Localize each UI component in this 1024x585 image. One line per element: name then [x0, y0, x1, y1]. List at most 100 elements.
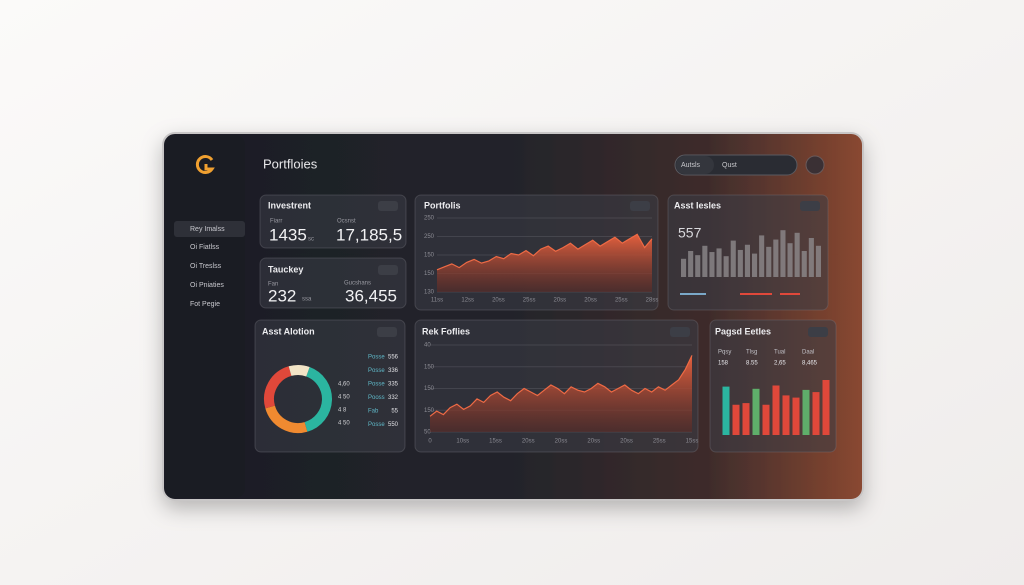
y-tick-label: 150	[424, 408, 435, 414]
header-button[interactable]	[676, 156, 714, 174]
bar	[782, 395, 790, 435]
bar	[744, 244, 750, 277]
card	[259, 194, 407, 249]
stat-value: 8.55	[746, 361, 758, 367]
bar	[723, 256, 729, 277]
donut-segment	[304, 367, 332, 432]
y-tick-label: 130	[424, 290, 435, 296]
card-title: Asst Alotion	[262, 326, 315, 336]
bar	[730, 240, 736, 277]
stat-value: 557	[678, 225, 702, 241]
legend-value: 550	[388, 422, 399, 428]
header-button-label: Autsls	[681, 162, 701, 169]
card-menu[interactable]	[378, 201, 398, 211]
y-tick-label: 40	[424, 343, 431, 349]
side-label: 4 50	[338, 395, 350, 401]
side-label: 4,60	[338, 382, 350, 388]
sidebar-item[interactable]: Oi Fiatlss	[190, 244, 220, 251]
card-title: Tauckey	[268, 264, 303, 274]
bar	[702, 245, 708, 277]
x-tick-label: 15ss	[686, 439, 699, 445]
legend-name: Posse	[368, 355, 385, 361]
card-title: Pagsd Eetles	[715, 326, 771, 336]
stat-label: Fan	[268, 282, 278, 288]
card-menu[interactable]	[670, 327, 690, 337]
header-icon[interactable]	[805, 155, 825, 175]
stat-value: 8,465	[802, 361, 818, 367]
area	[437, 234, 652, 292]
bar	[732, 404, 740, 435]
bar	[688, 251, 694, 277]
x-tick-label: 15ss	[489, 439, 502, 445]
bar	[709, 252, 715, 277]
bar	[766, 246, 772, 277]
line	[436, 233, 653, 271]
y-tick-label: 150	[424, 386, 435, 392]
x-tick-label: 20ss	[620, 439, 633, 445]
bar	[808, 238, 814, 277]
stat-label: Daal	[802, 350, 814, 356]
donut-segment	[264, 366, 292, 409]
bar	[801, 251, 807, 277]
search-label: Qust	[722, 162, 737, 169]
stat-unit: sc	[308, 237, 314, 243]
stat-label: Tual	[774, 350, 785, 356]
bar	[822, 380, 830, 435]
y-tick-label: 150	[424, 253, 435, 259]
legend-name: Posse	[368, 422, 385, 428]
bar	[759, 235, 765, 277]
stat-value: 36,455	[345, 286, 397, 305]
x-tick-label: 20ss	[492, 298, 505, 304]
bar	[681, 258, 687, 277]
stat-value: 2,65	[774, 361, 786, 367]
bar	[773, 239, 779, 277]
stat-label: Ocsnst	[337, 219, 356, 225]
sidebar-item[interactable]: Fot Pegie	[190, 301, 220, 308]
stat-value: 232	[268, 286, 296, 305]
card	[259, 257, 407, 309]
bar	[802, 389, 810, 435]
card-menu[interactable]	[800, 201, 820, 211]
x-tick-label: 12ss	[461, 298, 474, 304]
sidebar-item[interactable]: Rey Imalss	[190, 226, 225, 233]
card-menu[interactable]	[378, 265, 398, 275]
legend-value: 556	[388, 355, 399, 361]
stat-unit: ssa	[302, 297, 312, 303]
side-label: 4 8	[338, 408, 347, 414]
legend-value: 332	[388, 395, 399, 401]
card-title: Investrent	[268, 200, 311, 210]
sidebar-item[interactable]: Oi Pniaties	[190, 282, 224, 289]
legend-value: 55	[391, 409, 398, 415]
line	[429, 355, 693, 417]
stat-label: Tlsg	[746, 350, 757, 356]
stat-value: 17,185,5	[336, 225, 402, 244]
x-tick-label: 10ss	[456, 439, 469, 445]
page-title: Portfloies	[263, 156, 318, 171]
stat-label: Gucshans	[344, 281, 371, 287]
legend-value: 336	[388, 368, 399, 374]
bar	[787, 243, 793, 277]
y-tick-label: 150	[424, 364, 435, 370]
x-tick-label: 20ss	[554, 298, 567, 304]
card	[254, 319, 406, 453]
x-tick-label: 25ss	[615, 298, 628, 304]
x-tick-label: 25ss	[653, 439, 666, 445]
bar	[695, 255, 701, 277]
bar	[722, 386, 730, 435]
card-title: Asst Iesles	[674, 200, 721, 210]
card-menu[interactable]	[630, 201, 650, 211]
bar	[762, 404, 770, 435]
bar	[780, 230, 786, 277]
card-menu[interactable]	[377, 327, 397, 337]
x-tick-label: 20ss	[522, 439, 535, 445]
legend-name: Posse	[368, 368, 385, 374]
stat-value: 158	[718, 361, 729, 367]
donut-segment	[265, 405, 308, 433]
sidebar-selected	[174, 221, 245, 237]
sidebar-item[interactable]: Oi Treslss	[190, 263, 222, 270]
card-menu[interactable]	[808, 327, 828, 337]
bar	[716, 248, 722, 277]
bar	[737, 249, 743, 277]
